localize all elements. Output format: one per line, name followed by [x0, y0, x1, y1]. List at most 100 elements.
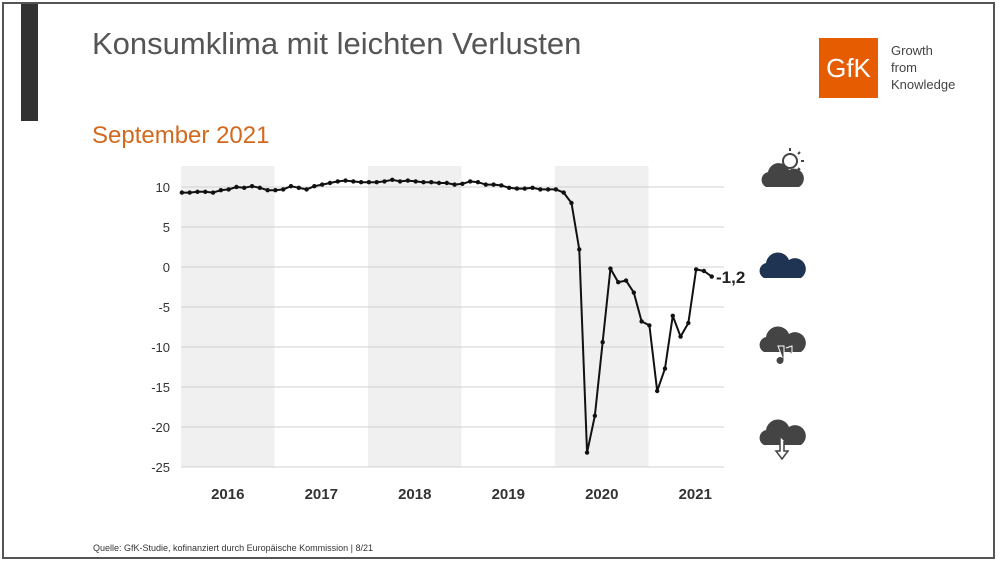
data-point: [210, 190, 216, 195]
data-point: [662, 366, 668, 371]
data-point: [382, 179, 387, 184]
data-point: [693, 267, 699, 272]
accent-bar: [21, 4, 38, 121]
data-point: [351, 179, 356, 184]
data-point: [343, 178, 348, 183]
x-tick-label: 2016: [211, 486, 244, 503]
data-point: [483, 182, 488, 187]
data-point: [296, 185, 301, 190]
storm-cloud-icon: [759, 419, 806, 461]
data-point: [491, 182, 496, 187]
cloud-icon: [759, 252, 806, 278]
x-tick-label: 2021: [679, 486, 712, 503]
x-tick-label: 2018: [398, 486, 431, 503]
data-point: [203, 189, 208, 194]
data-point: [421, 180, 426, 185]
data-point: [319, 182, 325, 187]
data-point: [670, 313, 675, 318]
data-point: [195, 189, 200, 194]
data-point: [413, 179, 418, 184]
y-tick-label: 0: [163, 260, 170, 275]
data-point: [616, 280, 621, 285]
y-tick-label: 10: [156, 180, 170, 195]
source-note: Quelle: GfK-Studie, kofinanziert durch E…: [93, 543, 373, 553]
y-tick-label: -25: [151, 460, 170, 475]
data-point: [631, 290, 637, 295]
data-point: [584, 450, 590, 455]
x-tick-label: 2017: [305, 486, 338, 503]
x-tick-label: 2019: [492, 486, 525, 503]
x-tick-label: 2020: [585, 486, 618, 503]
data-point: [327, 180, 333, 186]
data-point: [405, 178, 411, 183]
data-point: [234, 184, 239, 190]
logo-tagline: Growth from Knowledge: [891, 42, 955, 93]
data-point: [530, 185, 535, 190]
data-point: [429, 180, 434, 185]
data-point: [592, 413, 598, 418]
data-point: [545, 187, 551, 192]
data-point: [623, 278, 629, 283]
data-point: [390, 177, 395, 182]
data-point: [709, 274, 714, 279]
page-subtitle: September 2021: [92, 122, 270, 149]
data-point: [522, 186, 527, 191]
tagline-line: Knowledge: [891, 77, 956, 92]
last-value-label: -1,2: [716, 268, 746, 287]
data-point: [335, 179, 340, 184]
y-tick-label: -10: [151, 340, 170, 355]
data-point: [678, 334, 683, 339]
slide-frame: [2, 2, 995, 559]
data-point: [397, 179, 403, 184]
tagline-line: Growth: [891, 43, 933, 58]
data-point: [647, 323, 652, 328]
data-point: [639, 319, 644, 324]
data-point: [467, 179, 473, 184]
data-point: [366, 180, 372, 185]
data-point: [265, 188, 270, 193]
data-point: [436, 180, 442, 186]
data-point: [288, 184, 294, 189]
y-tick-label: -5: [158, 300, 170, 315]
y-tick-label: -20: [151, 420, 170, 435]
year-band: [555, 166, 649, 467]
data-point: [538, 187, 543, 192]
data-point: [701, 268, 707, 274]
data-point: [280, 187, 286, 192]
data-point: [358, 180, 364, 185]
data-point: [249, 184, 255, 189]
data-point: [600, 340, 605, 345]
data-point: [475, 180, 481, 185]
data-point: [312, 184, 317, 189]
data-point: [686, 320, 691, 326]
data-point: [553, 187, 559, 192]
gfk-logo: GfK: [819, 38, 878, 98]
data-point: [179, 190, 185, 195]
data-point: [242, 185, 247, 190]
data-point: [569, 200, 574, 206]
data-point: [561, 190, 566, 195]
data-point: [506, 185, 512, 190]
rain-cloud-icon: [759, 326, 806, 365]
data-point: [218, 188, 224, 193]
data-point: [452, 182, 457, 187]
data-point: [514, 186, 520, 191]
data-point: [187, 190, 192, 195]
data-point: [444, 180, 450, 186]
y-tick-label: -15: [151, 380, 170, 395]
data-point: [654, 388, 660, 394]
data-point: [257, 185, 263, 190]
data-point: [608, 266, 613, 271]
sun-cloud-icon: [761, 148, 804, 187]
page-title: Konsumklima mit leichten Verlusten: [92, 26, 582, 61]
data-point: [226, 187, 231, 192]
data-point: [304, 187, 309, 192]
data-point: [374, 180, 379, 185]
year-band: [181, 166, 275, 467]
year-band: [368, 166, 462, 467]
data-point: [460, 181, 465, 186]
data-point: [577, 247, 582, 252]
data-point: [499, 183, 504, 188]
